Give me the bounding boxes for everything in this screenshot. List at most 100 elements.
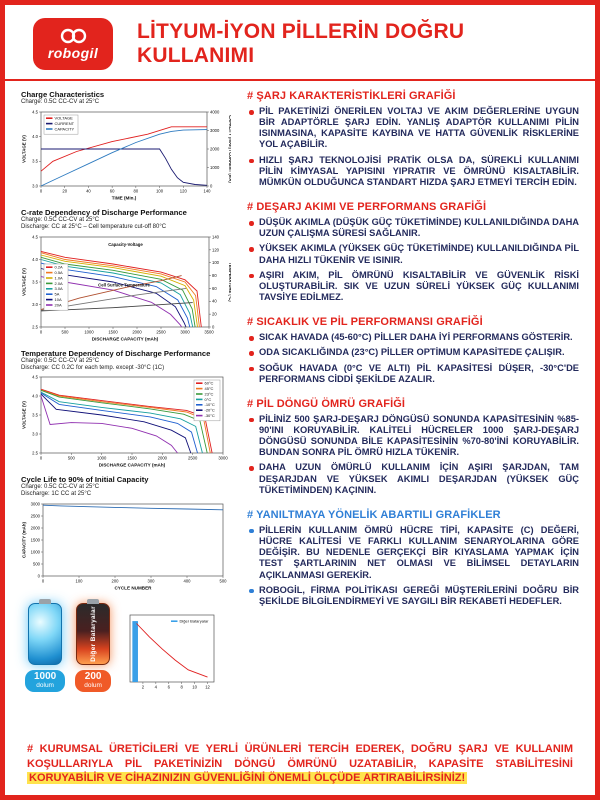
- section-misleading-charts: # YANILTMAYA YÖNELİK ABARTILI GRAFİKLER …: [247, 509, 579, 611]
- logo-text: robogil: [47, 44, 99, 61]
- chart-subtitle: Charge: 0.5C CC-CV at 25°C: [21, 216, 100, 223]
- svg-text:0.5A: 0.5A: [55, 270, 64, 275]
- badge-unit: dolum: [84, 681, 102, 689]
- section-cycle-life: # PİL DÖNGÜ ÖMRÜ GRAFİĞİ PİLİNİZ 500 ŞAR…: [247, 398, 579, 500]
- svg-text:4000: 4000: [210, 109, 220, 114]
- svg-text:TIME (Min.): TIME (Min.): [112, 195, 137, 200]
- svg-text:DISCHARGE CAPACITY (mAh): DISCHARGE CAPACITY (mAh): [92, 336, 159, 341]
- svg-text:140: 140: [212, 234, 220, 239]
- bullet-item: ROBOGİL, FİRMA POLİTİKASI GEREĞİ MÜŞTERİ…: [247, 585, 579, 607]
- svg-text:CAPACITY: CAPACITY: [55, 126, 75, 131]
- chart-subtitle: Discharge: 1C CC at 25°C: [21, 491, 92, 498]
- svg-text:0: 0: [212, 324, 215, 329]
- svg-text:300: 300: [148, 579, 156, 584]
- charge-characteristics-chart: 0 20 40 60 80 100 120 140 3.0 3.5 4.0 4.5 0 1000 2000 3…: [22, 109, 232, 200]
- svg-text:2: 2: [142, 684, 145, 689]
- bullet-item: ODA SICAKLIĞINDA (23°C) PİLLER OPTİMUM K…: [247, 347, 579, 358]
- section-discharge-current: # DEŞARJ AKIMI VE PERFORMANS GRAFİĞİ DÜŞ…: [247, 201, 579, 307]
- main-content: Charge Characteristics Charge: 0.5C CC-C…: [5, 81, 595, 735]
- temperature-discharge-card: Temperature Dependency of Discharge Perf…: [21, 349, 235, 469]
- svg-text:1000: 1000: [97, 456, 107, 461]
- svg-text:VOLTAGE (V): VOLTAGE (V): [22, 135, 27, 163]
- svg-text:4: 4: [155, 684, 158, 689]
- chart-title: C-rate Dependency of Discharge Performan…: [21, 207, 187, 217]
- svg-text:100: 100: [156, 188, 164, 193]
- bullet-item: YÜKSEK AKIMLA (YÜKSEK GÜÇ TÜKETİMİNDE) K…: [247, 243, 579, 265]
- bullet-item: DAHA UZUN ÖMÜRLÜ KULLANIM İÇİN AŞIRI ŞAR…: [247, 462, 579, 495]
- svg-text:40: 40: [86, 188, 91, 193]
- section-heading: # PİL DÖNGÜ ÖMRÜ GRAFİĞİ: [247, 397, 406, 410]
- chart-title: Temperature Dependency of Discharge Perf…: [21, 348, 211, 358]
- svg-text:20: 20: [62, 188, 67, 193]
- svg-text:1.0A: 1.0A: [55, 275, 64, 280]
- svg-text:2.5: 2.5: [32, 451, 38, 456]
- svg-text:100: 100: [212, 260, 220, 265]
- svg-text:CYCLE NUMBER: CYCLE NUMBER: [114, 586, 152, 591]
- bullet-list: DÜŞÜK AKIMLA (DÜŞÜK GÜÇ TÜKETİMİNDE) KUL…: [247, 217, 579, 303]
- section-heading: # SICAKLIK VE PİL PERFORMANSI GRAFİĞİ: [247, 316, 483, 329]
- svg-text:8: 8: [180, 684, 183, 689]
- svg-text:500: 500: [62, 329, 70, 334]
- footer-text: # KURUMSAL ÜRETİCİLERİ VE YERLİ ÜRÜNLERİ…: [27, 743, 573, 770]
- bullet-item: PİLLERİN KULLANIM ÖMRÜ HÜCRE TİPİ, KAPAS…: [247, 525, 579, 581]
- page-title: LİTYUM-İYON PİLLERİN DOĞRU KULLANIMI: [137, 20, 464, 67]
- svg-text:45°C: 45°C: [205, 386, 214, 391]
- svg-text:100: 100: [76, 579, 84, 584]
- svg-text:500: 500: [33, 562, 41, 567]
- svg-text:3.0: 3.0: [32, 432, 38, 437]
- svg-text:40: 40: [212, 298, 217, 303]
- svg-text:80: 80: [212, 273, 217, 278]
- header-divider: [5, 79, 595, 81]
- svg-text:3000: 3000: [31, 502, 41, 507]
- svg-text:VOLTAGE (V): VOLTAGE (V): [22, 401, 27, 429]
- footer-note: # KURUMSAL ÜRETİCİLERİ VE YERLİ ÜRÜNLERİ…: [5, 735, 595, 795]
- badge-unit: dolum: [36, 681, 54, 689]
- svg-text:1000: 1000: [84, 329, 94, 334]
- chart-subtitle: Charge: 0.5C CC-CV at 25°C: [21, 99, 100, 105]
- svg-text:Cell Surface Temperature: Cell Surface Temperature: [98, 282, 150, 287]
- svg-text:4.5: 4.5: [32, 375, 38, 380]
- chart-subtitle: Charge: 0.5C CC-CV at 25°C: [21, 484, 100, 491]
- svg-text:4.5: 4.5: [32, 109, 38, 114]
- bullet-item: DÜŞÜK AKIMLA (DÜŞÜK GÜÇ TÜKETİMİNDE) KUL…: [247, 217, 579, 239]
- svg-text:-20°C: -20°C: [205, 408, 215, 413]
- section-heading: # DEŞARJ AKIMI VE PERFORMANS GRAFİĞİ: [247, 201, 487, 214]
- svg-text:20: 20: [212, 311, 217, 316]
- svg-text:2500: 2500: [188, 456, 198, 461]
- svg-text:0: 0: [210, 183, 213, 188]
- battery-comparison-mini-chart: 2 4 6 8 10 12 Diğer Bataryalar: [129, 614, 215, 689]
- bullet-list: PİL PAKETİNİZİ ÖNERİLEN VOLTAJ VE AKIM D…: [247, 106, 579, 188]
- bullet-list: PİLLERİN KULLANIM ÖMRÜ HÜCRE TİPİ, KAPAS…: [247, 525, 579, 607]
- badge-200-dolum: 200 dolum: [75, 670, 111, 692]
- svg-text:10A: 10A: [55, 297, 62, 302]
- svg-text:23°C: 23°C: [205, 392, 214, 397]
- badge-1000-dolum: 1000 dolum: [25, 670, 66, 692]
- svg-text:CAPACITY (mAh) / CURRENT (mA): CAPACITY (mAh) / CURRENT (mA): [228, 115, 231, 183]
- chart-subtitle: Discharge: CC at 25°C – Cell temperature…: [21, 223, 167, 230]
- chart-title: Charge Characteristics: [21, 90, 105, 99]
- svg-text:3.0: 3.0: [32, 302, 38, 307]
- bullet-list: PİLİNİZ 500 ŞARJ-DEŞARJ DÖNGÜSÜ SONUNDA …: [247, 414, 579, 496]
- section-charge-characteristics: # ŞARJ KARAKTERİSTİKLERİ GRAFİĞİ PİL PAK…: [247, 90, 579, 192]
- svg-text:3500: 3500: [204, 329, 214, 334]
- temperature-discharge-chart: 0 500 1000 1500 2000 2500 3000 2.5 3.0 3.5 4.0 4.5 D…: [22, 375, 229, 468]
- bullet-item: SOĞUK HAVADA (0°C VE ALTI) PİL KAPASİTES…: [247, 363, 579, 385]
- svg-text:3000: 3000: [210, 128, 220, 133]
- text-column: # ŞARJ KARAKTERİSTİKLERİ GRAFİĞİ PİL PAK…: [247, 90, 579, 733]
- svg-text:2000: 2000: [158, 456, 168, 461]
- bullet-item: PİLİNİZ 500 ŞARJ-DEŞARJ DÖNGÜSÜ SONUNDA …: [247, 414, 579, 459]
- svg-text:3.5: 3.5: [32, 413, 38, 418]
- svg-text:60°C: 60°C: [205, 381, 214, 386]
- svg-text:2500: 2500: [31, 514, 41, 519]
- svg-text:3.5: 3.5: [32, 159, 38, 164]
- svg-text:4.0: 4.0: [32, 394, 38, 399]
- other-battery-column: Diğer Bataryalar 200 dolum: [75, 603, 111, 692]
- svg-text:1500: 1500: [31, 538, 41, 543]
- chart-subtitle: Discharge: CC 0.2C for each temp. except…: [21, 364, 165, 371]
- svg-text:0: 0: [40, 188, 43, 193]
- svg-text:6: 6: [168, 684, 171, 689]
- svg-text:2000: 2000: [210, 146, 220, 151]
- svg-text:-30°C: -30°C: [205, 413, 215, 418]
- c-rate-discharge-card: C-rate Dependency of Discharge Performan…: [21, 208, 235, 342]
